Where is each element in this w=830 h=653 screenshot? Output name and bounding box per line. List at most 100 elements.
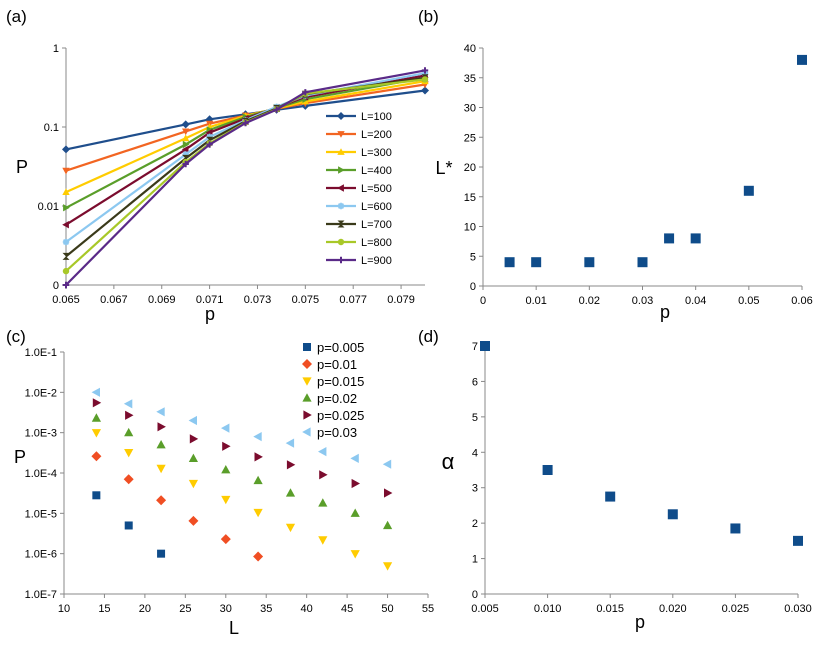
data-point — [743, 185, 754, 196]
data-point — [319, 470, 328, 480]
legend-label: L=800 — [361, 237, 392, 249]
data-point — [62, 188, 70, 195]
panel-label-b: (b) — [418, 7, 439, 26]
data-point — [156, 495, 167, 506]
y-tick-label: 6 — [472, 376, 478, 388]
x-tick-label: 30 — [220, 603, 232, 615]
data-point — [181, 120, 190, 129]
data-point — [253, 508, 263, 518]
legend-label: p=0.02 — [317, 391, 357, 406]
data-point — [125, 410, 134, 420]
data-point — [62, 145, 70, 154]
data-point — [793, 535, 803, 546]
data-point — [91, 387, 100, 397]
data-point — [92, 398, 102, 408]
panel-label-d: (d) — [418, 327, 439, 346]
legend-marker — [337, 184, 344, 192]
legend-label: p=0.005 — [317, 340, 364, 355]
data-point — [382, 459, 392, 469]
x-axis-title: p — [205, 304, 215, 324]
data-point — [690, 233, 701, 244]
data-point — [62, 238, 70, 246]
data-point — [124, 521, 133, 530]
legend-marker — [337, 112, 345, 120]
data-point — [421, 67, 429, 74]
data-point — [157, 549, 166, 558]
data-point — [254, 452, 263, 462]
data-point — [92, 491, 101, 500]
x-tick-label: 0.079 — [387, 294, 415, 306]
y-tick-label: 1 — [472, 554, 478, 566]
data-point — [350, 453, 359, 463]
data-point — [156, 464, 166, 474]
data-point — [123, 399, 133, 409]
panel-label-a: (a) — [6, 7, 27, 26]
legend-marker — [337, 148, 345, 155]
y-tick-label: 1.0E-1 — [25, 347, 57, 359]
data-point — [797, 54, 807, 65]
x-tick-label: 0.02 — [579, 295, 600, 307]
data-point — [242, 119, 249, 127]
legend-label: p=0.01 — [317, 357, 357, 372]
data-point — [221, 423, 230, 433]
y-tick-label: 20 — [464, 162, 476, 174]
y-tick-label: 0.01 — [38, 201, 59, 213]
data-point — [351, 478, 360, 489]
data-point — [188, 479, 198, 489]
y-axis-title: α — [442, 449, 455, 474]
data-point — [222, 441, 231, 451]
series-line — [65, 69, 426, 286]
x-tick-label: 40 — [301, 603, 313, 615]
data-point — [667, 509, 678, 520]
data-point — [383, 562, 393, 571]
x-tick-label: 0.030 — [784, 603, 812, 615]
legend-label: p=0.015 — [317, 374, 364, 389]
y-tick-label: 40 — [464, 43, 476, 55]
y-tick-label: 5 — [470, 251, 476, 263]
x-axis-title: L — [229, 618, 239, 638]
data-point — [124, 449, 134, 458]
legend-label: L=600 — [361, 201, 392, 213]
y-axis-title: L* — [435, 158, 452, 178]
x-tick-label: 20 — [139, 603, 151, 615]
y-tick-label: 15 — [464, 192, 476, 204]
legend-label: L=900 — [361, 255, 392, 267]
data-point — [350, 550, 360, 559]
panel-label-c: (c) — [6, 327, 26, 346]
legend-marker — [337, 238, 345, 246]
data-point — [62, 167, 70, 175]
legend-marker — [337, 202, 345, 210]
data-point — [206, 141, 213, 148]
x-tick-label: 0.069 — [148, 294, 176, 306]
data-point — [253, 475, 263, 485]
legend-marker — [302, 393, 312, 402]
data-point — [62, 281, 70, 289]
chart-c: 10 15 20 25 30 35 40 45 50 55 1.0E-7 1.0E-6 1.0E-5 1.… — [14, 340, 434, 638]
data-point — [664, 233, 675, 244]
data-point — [504, 257, 515, 268]
legend-marker — [303, 343, 311, 351]
data-point — [253, 432, 262, 442]
data-point — [91, 451, 102, 462]
x-tick-label: 55 — [422, 603, 434, 615]
chart-a: 0.065 0.067 0.069 0.071 0.073 0.075 0.077 0.079… — [16, 43, 429, 324]
data-point — [542, 465, 553, 475]
data-point — [384, 488, 393, 498]
chart-b: 0 0.01 0.02 0.03 0.04 0.05 0.06 0 5 10 15 20 25 30 35 4… — [435, 43, 812, 322]
data-point — [189, 434, 199, 444]
y-tick-label: 5 — [472, 412, 478, 424]
x-tick-label: 0.05 — [738, 295, 759, 307]
x-tick-label: 0.067 — [100, 294, 128, 306]
data-point — [531, 257, 542, 268]
data-point — [182, 140, 190, 149]
data-point — [62, 221, 69, 229]
y-tick-label: 0 — [472, 589, 478, 601]
y-tick-label: 1.0E-7 — [25, 589, 57, 601]
x-tick-label: 0.065 — [52, 294, 80, 306]
data-point — [188, 515, 199, 526]
y-tick-label: 1.0E-3 — [25, 428, 57, 440]
legend-marker — [337, 220, 345, 228]
legend-label: L=300 — [361, 147, 392, 159]
data-point — [221, 465, 231, 474]
legend-marker — [338, 166, 345, 174]
